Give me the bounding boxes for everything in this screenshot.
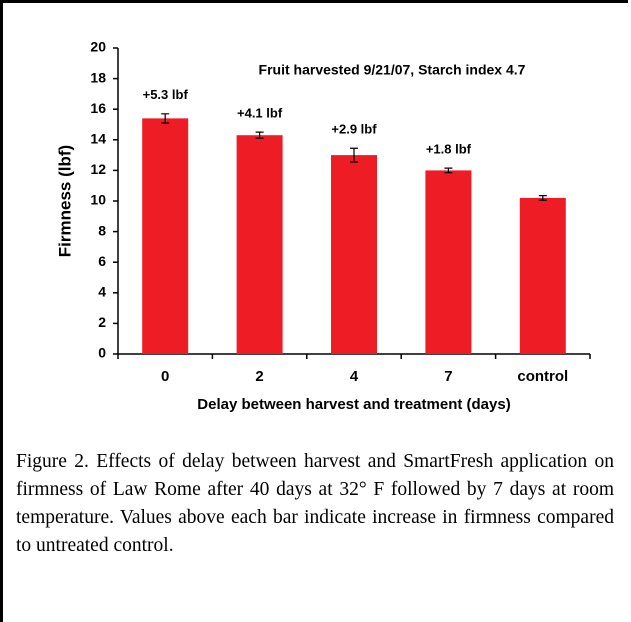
x-tick-label: 4 (350, 368, 359, 385)
bar (331, 155, 377, 354)
y-tick-label: 2 (98, 314, 106, 330)
y-tick-label: 20 (90, 39, 106, 55)
y-axis-label: Firmness (lbf) (55, 145, 74, 257)
y-tick-label: 10 (90, 192, 106, 208)
bar (425, 170, 472, 354)
bar (142, 118, 189, 354)
y-tick-label: 4 (98, 284, 106, 300)
x-tick-label: 7 (444, 368, 452, 385)
x-tick-label: 2 (255, 368, 263, 385)
caption: Figure 2. Effects of delay between harve… (16, 451, 614, 556)
error-bar (444, 167, 453, 174)
bar (519, 197, 566, 354)
y-tick-label: 18 (90, 69, 106, 85)
error-bar (350, 147, 358, 163)
y-tick-label: 8 (98, 222, 106, 238)
y-tick-label: 16 (90, 100, 106, 116)
x-tick-label: 0 (161, 368, 169, 385)
error-bar (255, 131, 264, 139)
chart: Fruit harvested 9/21/07, Starch index 4.… (55, 39, 591, 413)
bar-annotation: +5.3 lbf (143, 87, 189, 102)
chart-title: Fruit harvested 9/21/07, Starch index 4.… (259, 62, 526, 78)
bar-annotation: +2.9 lbf (331, 122, 377, 137)
y-tick-label: 12 (90, 161, 106, 177)
error-bar (161, 113, 170, 124)
y-tick-label: 6 (98, 253, 106, 269)
bar-annotation: +1.8 lbf (426, 142, 472, 157)
x-axis-label: Delay between harvest and treatment (day… (197, 396, 510, 413)
error-bar (538, 195, 547, 201)
y-tick-label: 0 (98, 345, 106, 361)
bar-annotation: +4.1 lbf (237, 106, 283, 121)
bar (236, 135, 283, 354)
x-tick-label: control (517, 368, 568, 385)
y-tick-label: 14 (90, 131, 106, 147)
